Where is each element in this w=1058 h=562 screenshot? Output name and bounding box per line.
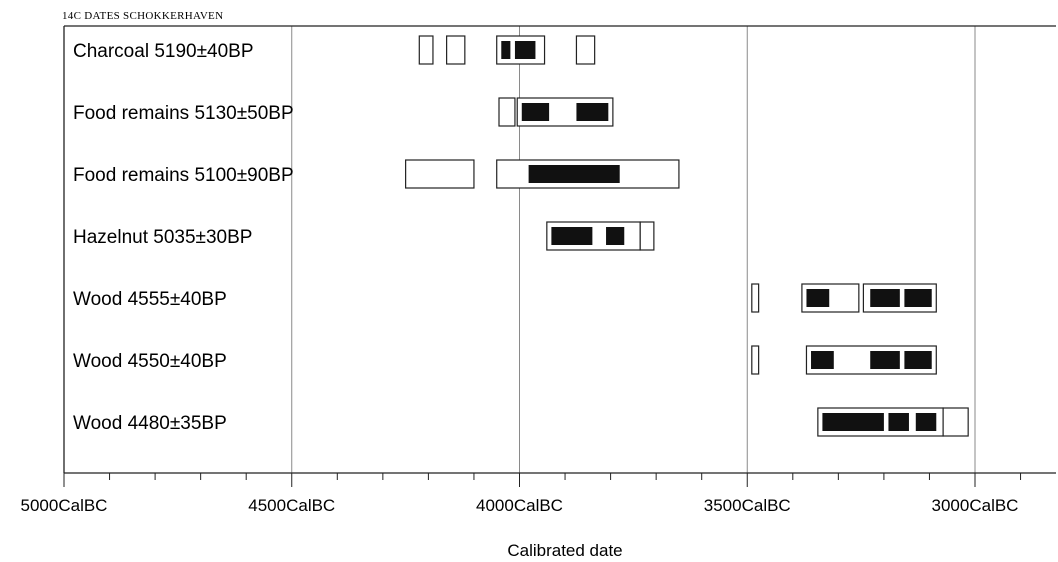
sample-label-4: Hazelnut 5035±30BP xyxy=(73,227,252,248)
range-1sigma-box xyxy=(942,407,969,437)
sample-label-2: Food remains 5130±50BP xyxy=(73,103,294,124)
range-high-probability-bar xyxy=(822,413,884,431)
range-high-probability-bar xyxy=(528,165,620,183)
tick-label-5000: 5000CalBC xyxy=(21,496,108,515)
range-high-probability-bar xyxy=(904,289,932,307)
chart-title: 14C DATES SCHOKKERHAVEN xyxy=(62,10,223,22)
x-axis-ticks: 5000CalBC 4500CalBC 4000CalBC 3500CalBC 3000… xyxy=(21,473,1022,515)
date-ranges xyxy=(405,35,969,437)
range-high-probability-bar xyxy=(904,351,932,369)
sample-labels: Charcoal 5190±40BP Food remains 5130±50BP… xyxy=(73,41,294,434)
range-1sigma-box xyxy=(418,35,434,65)
range-1sigma-box xyxy=(498,97,516,127)
plot-frame xyxy=(63,25,1056,474)
sample-label-1: Charcoal 5190±40BP xyxy=(73,41,254,62)
range-1sigma-box xyxy=(405,159,475,189)
range-high-probability-bar xyxy=(811,351,834,369)
sample-label-3: Food remains 5100±90BP xyxy=(73,165,294,186)
range-high-probability-bar xyxy=(576,103,609,121)
range-high-probability-bar xyxy=(806,289,830,307)
sample-label-6: Wood 4550±40BP xyxy=(73,351,227,372)
range-1sigma-box xyxy=(446,35,466,65)
range-high-probability-bar xyxy=(870,351,900,369)
range-1sigma-box xyxy=(575,35,596,65)
tick-label-4000: 4000CalBC xyxy=(476,496,563,515)
tick-label-3500: 3500CalBC xyxy=(704,496,791,515)
range-high-probability-bar xyxy=(870,289,900,307)
range-1sigma-box xyxy=(751,283,760,313)
range-high-probability-bar xyxy=(915,413,937,431)
tick-label-3000: 3000CalBC xyxy=(932,496,1019,515)
range-high-probability-bar xyxy=(888,413,909,431)
sample-label-7: Wood 4480±35BP xyxy=(73,413,227,434)
range-high-probability-bar xyxy=(521,103,550,121)
range-high-probability-bar xyxy=(551,227,593,245)
tick-label-4500: 4500CalBC xyxy=(248,496,335,515)
sample-label-5: Wood 4555±40BP xyxy=(73,289,227,310)
range-high-probability-bar xyxy=(606,227,625,245)
range-high-probability-bar xyxy=(514,41,536,59)
x-axis-title: Calibrated date xyxy=(507,541,622,560)
range-1sigma-box xyxy=(639,221,655,251)
range-1sigma-box xyxy=(751,345,760,375)
range-high-probability-bar xyxy=(501,41,511,59)
